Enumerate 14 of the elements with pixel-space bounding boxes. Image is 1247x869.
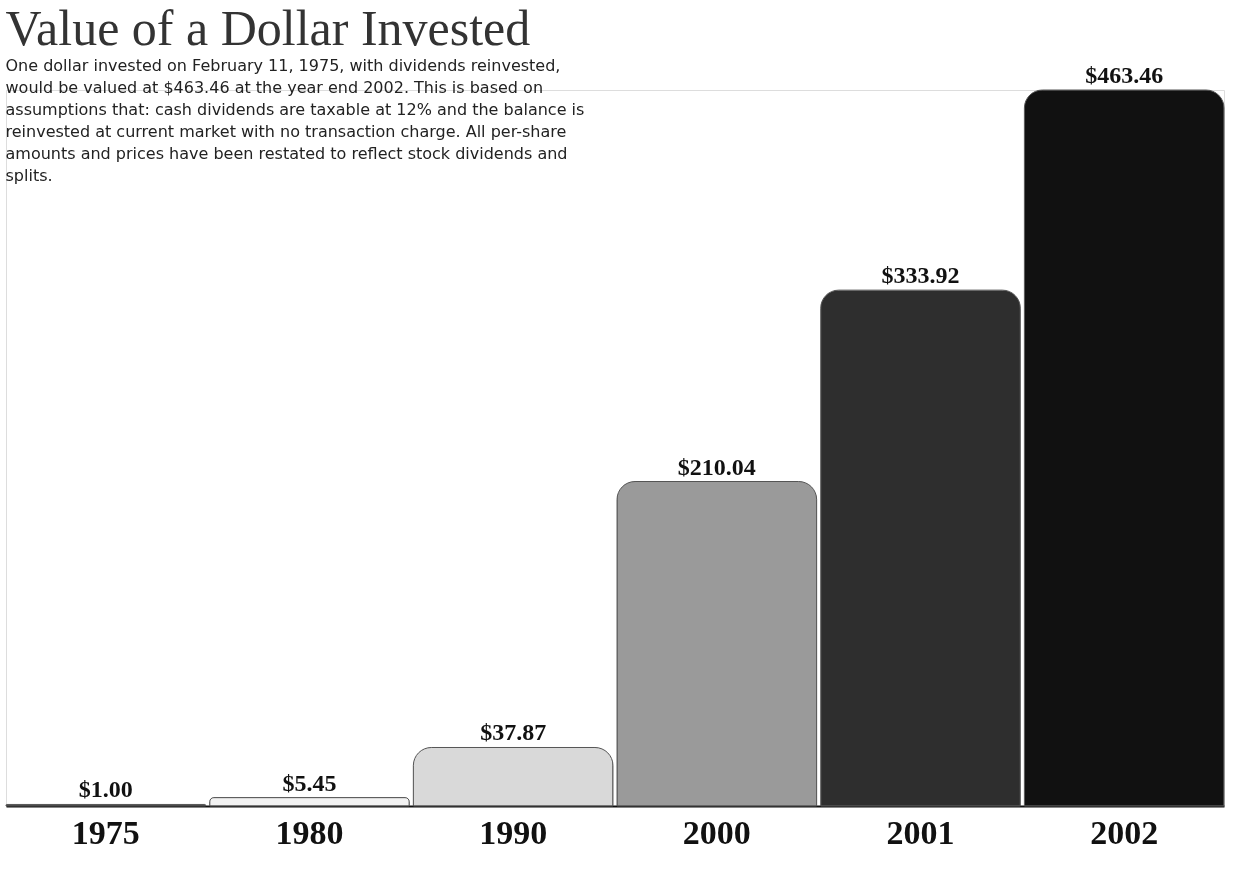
data-label: $463.46: [1085, 62, 1164, 88]
data-label: $333.92: [881, 262, 960, 289]
data-label: $1.00: [78, 776, 133, 803]
chart-title: Value of a Dollar Invested: [5, 0, 531, 56]
x-tick-label: 1975: [71, 813, 140, 851]
data-label: $5.45: [282, 769, 337, 796]
x-tick-label: 1990: [479, 813, 548, 851]
x-tick-label: 1980: [275, 813, 344, 851]
x-tick-label: 2002: [1090, 813, 1159, 851]
data-label: $37.87: [480, 719, 547, 746]
x-tick-label: 2001: [886, 813, 955, 851]
text: One dollar invested on February 11, 1975, with dividends reinvested, would be valued at $463.46 at the year end 2002. This is based on assumptions that: cash dividends are taxable at 12% and the balance is reinvested at current market with no transaction charge. All per-share amounts and prices have been restated to reflect stock dividends and splits.: [5, 56, 585, 185]
x-tick-label: 2000: [682, 813, 751, 851]
data-label: $210.04: [677, 453, 756, 480]
